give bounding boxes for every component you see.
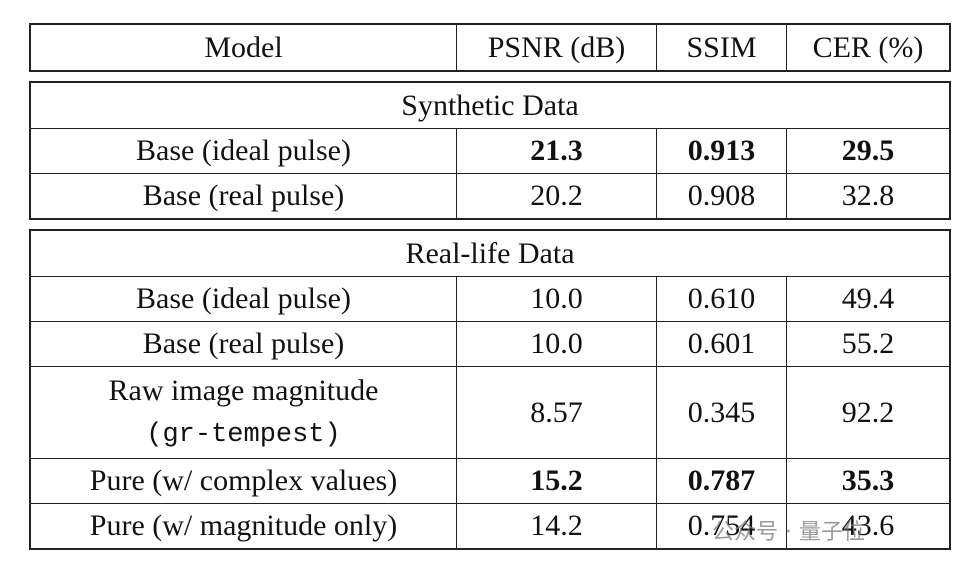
table-cell: Base (real pulse) [142,327,345,360]
section-block: Real-life Data Base (ideal pulse) 10.0 0.61… [29,229,951,550]
table-cell: 0.345 [656,367,786,458]
model-line: (gr-tempest) [146,419,341,450]
table-cell: 29.5 [786,129,949,173]
table-cell: Raw image magnitude (gr-tempest) [31,367,456,458]
table-row: Pure (w/ magnitude only) 14.2 0.754 43.6 [31,503,949,548]
header-cell: Model [204,30,283,64]
section-title: Real-life Data [405,236,575,270]
table-cell: 10.0 [456,322,656,366]
table-row: Base (ideal pulse) 21.3 0.913 29.5 [31,128,949,173]
table-cell: 49.4 [786,277,949,321]
table-cell: 0.610 [656,277,786,321]
table-cell: 15.2 [456,459,656,503]
table-cell: 0.754 [656,504,786,548]
table-cell: 0.601 [656,322,786,366]
header-cell: SSIM [656,25,786,70]
table-cell: Base (ideal pulse) [136,282,351,315]
table-cell: 21.3 [456,129,656,173]
model-line: Raw image magnitude [108,373,379,407]
table-row: Base (real pulse) 20.2 0.908 32.8 [31,173,949,218]
table-cell: 35.3 [786,459,949,503]
results-table: Model PSNR (dB) SSIM CER (%) Synthetic Data B… [29,23,951,559]
table-cell: Base (ideal pulse) [136,134,351,167]
table-cell: 14.2 [456,504,656,548]
section-block: Synthetic Data Base (ideal pulse) 21.3 0.91… [29,81,951,220]
table-row: Raw image magnitude (gr-tempest) 8.57 0.345… [31,366,949,458]
section-title-row: Synthetic Data [31,83,949,128]
watermark: 公众号 · 量子位 [712,520,865,545]
table-row: Pure (w/ complex values) 15.2 0.787 35.3 [31,458,949,503]
table-cell: 8.57 [456,367,656,458]
section-title-row: Real-life Data [31,231,949,276]
table-cell: Base (real pulse) [142,179,345,212]
table-cell: 0.787 [656,459,786,503]
table-cell: 32.8 [786,174,949,218]
table-row: Base (real pulse) 10.0 0.601 55.2 [31,321,949,366]
table-cell: 10.0 [456,277,656,321]
header-cell: PSNR (dB) [456,25,656,70]
table-cell: 43.6 [786,504,949,548]
table-cell: 0.913 [656,129,786,173]
table-cell: 92.2 [786,367,949,458]
header-block: Model PSNR (dB) SSIM CER (%) [29,23,951,72]
table-cell: Pure (w/ magnitude only) [89,509,398,542]
table-row: Base (ideal pulse) 10.0 0.610 49.4 [31,276,949,321]
header-cell: CER (%) [786,25,949,70]
header-row: Model PSNR (dB) SSIM CER (%) [31,25,949,70]
table-cell: 55.2 [786,322,949,366]
table-cell: 20.2 [456,174,656,218]
table-cell: 0.908 [656,174,786,218]
table-cell: Pure (w/ complex values) [89,464,398,497]
section-title: Synthetic Data [401,88,579,122]
